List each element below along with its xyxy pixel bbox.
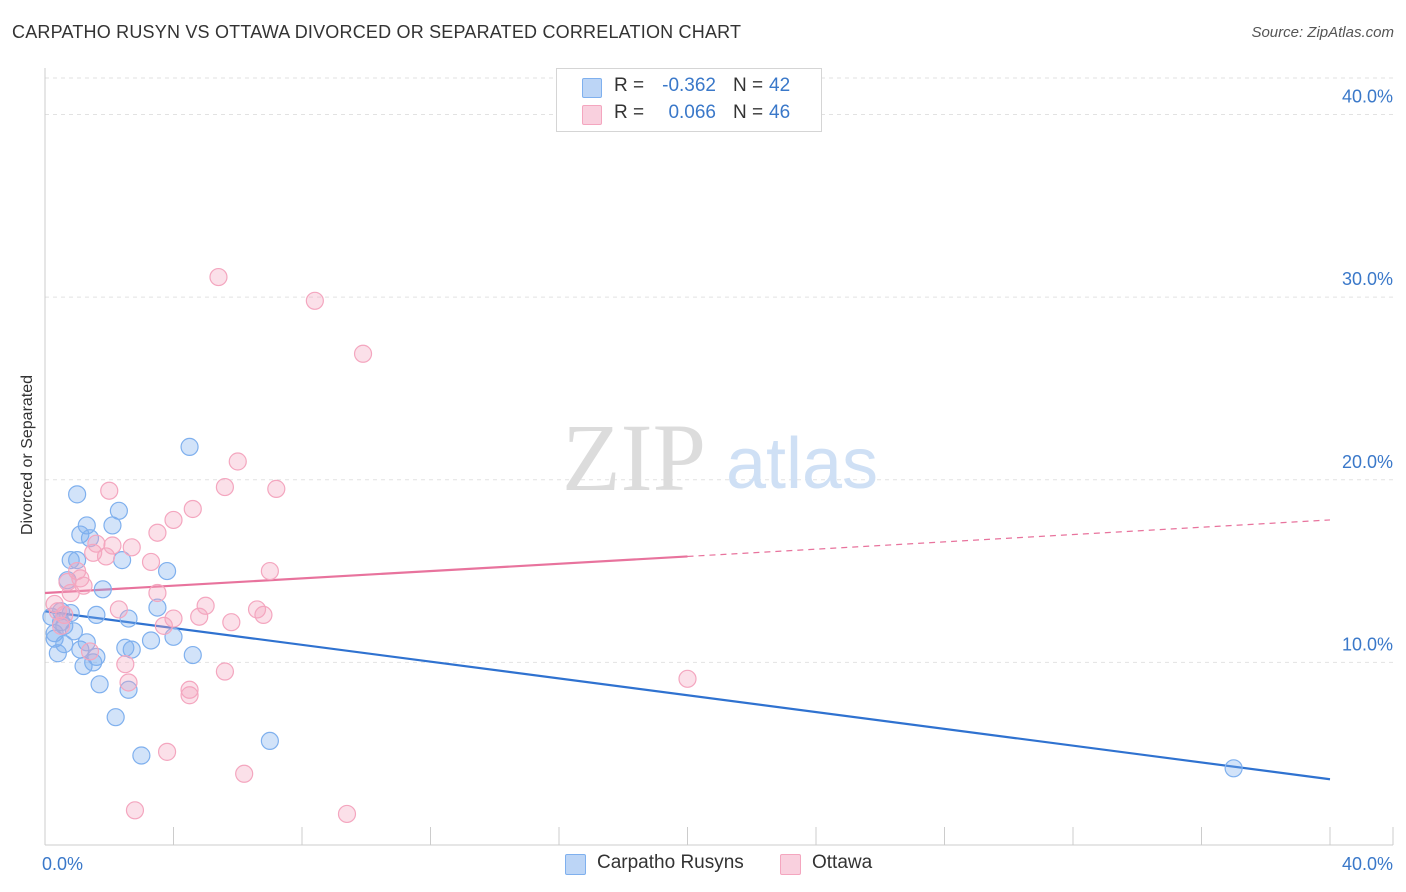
- point-ottawa: [215, 477, 234, 497]
- legend-swatch-carpatho: [565, 854, 586, 875]
- point-carpatho-rusyns: [183, 645, 202, 665]
- point-carpatho-rusyns: [1224, 759, 1243, 778]
- point-carpatho-rusyns: [141, 631, 161, 650]
- y-tick-label: 30.0%: [1342, 269, 1393, 289]
- point-carpatho-rusyns: [180, 437, 199, 456]
- point-ottawa: [222, 613, 241, 632]
- point-ottawa: [148, 583, 167, 603]
- watermark-atlas: atlas: [726, 424, 878, 504]
- tick-labels: 10.0% 20.0% 30.0% 40.0% 0.0% 40.0%: [42, 87, 1393, 874]
- legend-n-label: N =: [733, 75, 764, 96]
- point-ottawa: [103, 536, 122, 555]
- point-ottawa: [109, 600, 128, 619]
- point-ottawa: [209, 267, 228, 287]
- point-ottawa: [55, 605, 74, 625]
- x-tick-label: 0.0%: [42, 854, 83, 874]
- y-tick-label: 10.0%: [1342, 634, 1393, 654]
- point-ottawa: [74, 576, 93, 595]
- legend-n-value: 46: [769, 102, 791, 123]
- correlation-legend: R = -0.362 N = 42 R = 0.066 N = 46: [556, 68, 822, 132]
- point-ottawa: [122, 538, 141, 557]
- legend-r-value: 0.066: [668, 102, 716, 123]
- point-carpatho-rusyns: [48, 644, 67, 663]
- point-carpatho-rusyns: [119, 609, 138, 628]
- point-ottawa: [87, 534, 106, 553]
- point-carpatho-rusyns: [87, 605, 106, 625]
- point-carpatho-rusyns: [132, 746, 151, 765]
- point-ottawa: [305, 291, 324, 310]
- point-ottawa: [196, 596, 215, 615]
- trend-line-ottawa-extension: [687, 519, 1331, 558]
- point-ottawa: [154, 616, 173, 635]
- legend-r-label: R =: [614, 102, 645, 123]
- grid-lines: [45, 77, 1393, 663]
- point-carpatho-rusyns: [68, 485, 87, 504]
- axes: [44, 68, 1394, 846]
- point-ottawa: [180, 680, 199, 699]
- point-ottawa: [119, 673, 138, 692]
- point-ottawa: [215, 662, 234, 681]
- legend-swatch-ottawa: [780, 854, 801, 875]
- point-carpatho-rusyns: [90, 675, 109, 694]
- legend-row-ottawa: R = 0.066 N = 46: [557, 102, 821, 126]
- point-ottawa: [183, 499, 202, 519]
- legend-r-value: -0.362: [662, 75, 716, 96]
- legend-label-ottawa: Ottawa: [812, 852, 873, 873]
- point-carpatho-rusyns: [260, 731, 279, 751]
- point-ottawa: [164, 609, 183, 628]
- point-ottawa: [96, 547, 116, 566]
- point-ottawa: [190, 607, 209, 626]
- point-ottawa: [100, 481, 119, 500]
- series-legend: Carpatho Rusyns Ottawa: [0, 852, 1406, 878]
- point-ottawa: [228, 452, 247, 471]
- point-carpatho-rusyns: [148, 598, 167, 617]
- point-ottawa: [141, 552, 161, 572]
- watermark: ZIP atlas: [562, 404, 878, 511]
- legend-n-label: N =: [733, 102, 764, 123]
- y-tick-label: 40.0%: [1342, 87, 1393, 107]
- point-ottawa: [164, 510, 183, 530]
- chart-title: CARPATHO RUSYN VS OTTAWA DIVORCED OR SEP…: [12, 22, 742, 42]
- point-ottawa: [51, 616, 71, 635]
- legend-row-carpatho: R = -0.362 N = 42: [557, 75, 821, 99]
- source-link[interactable]: Source: ZipAtlas.com: [1251, 24, 1394, 41]
- point-ottawa: [148, 523, 167, 542]
- point-ottawa: [353, 344, 373, 363]
- point-carpatho-rusyns: [71, 525, 90, 544]
- point-ottawa: [254, 605, 273, 625]
- point-ottawa: [157, 742, 177, 761]
- legend-label-carpatho: Carpatho Rusyns: [597, 852, 744, 873]
- point-ottawa: [267, 479, 286, 498]
- trend-line-carpatho-rusyns: [44, 610, 1331, 781]
- point-ottawa: [125, 801, 145, 820]
- point-carpatho-rusyns: [55, 635, 74, 654]
- legend-swatch-carpatho: [582, 78, 602, 98]
- point-carpatho-rusyns: [93, 580, 112, 599]
- point-ottawa: [337, 804, 357, 824]
- point-carpatho-rusyns: [84, 653, 103, 672]
- legend-swatch-ottawa: [582, 105, 602, 125]
- point-carpatho-rusyns: [157, 561, 177, 581]
- watermark-zip: ZIP: [562, 404, 706, 511]
- legend-n-value: 42: [769, 75, 791, 96]
- point-ottawa: [80, 642, 100, 661]
- point-carpatho-rusyns: [109, 501, 128, 520]
- trend-line-ottawa: [44, 555, 688, 595]
- trend-lines: [44, 519, 1331, 781]
- point-carpatho-rusyns: [61, 551, 80, 570]
- data-points: [42, 267, 1243, 824]
- point-ottawa: [260, 561, 279, 581]
- point-carpatho-rusyns: [106, 708, 125, 727]
- point-ottawa: [116, 655, 135, 674]
- x-tick-label: 40.0%: [1342, 854, 1393, 874]
- y-tick-label: 20.0%: [1342, 452, 1393, 472]
- point-ottawa: [678, 669, 697, 688]
- point-ottawa: [180, 686, 199, 705]
- point-ottawa: [235, 764, 254, 783]
- point-carpatho-rusyns: [119, 680, 138, 699]
- legend-r-label: R =: [614, 75, 645, 96]
